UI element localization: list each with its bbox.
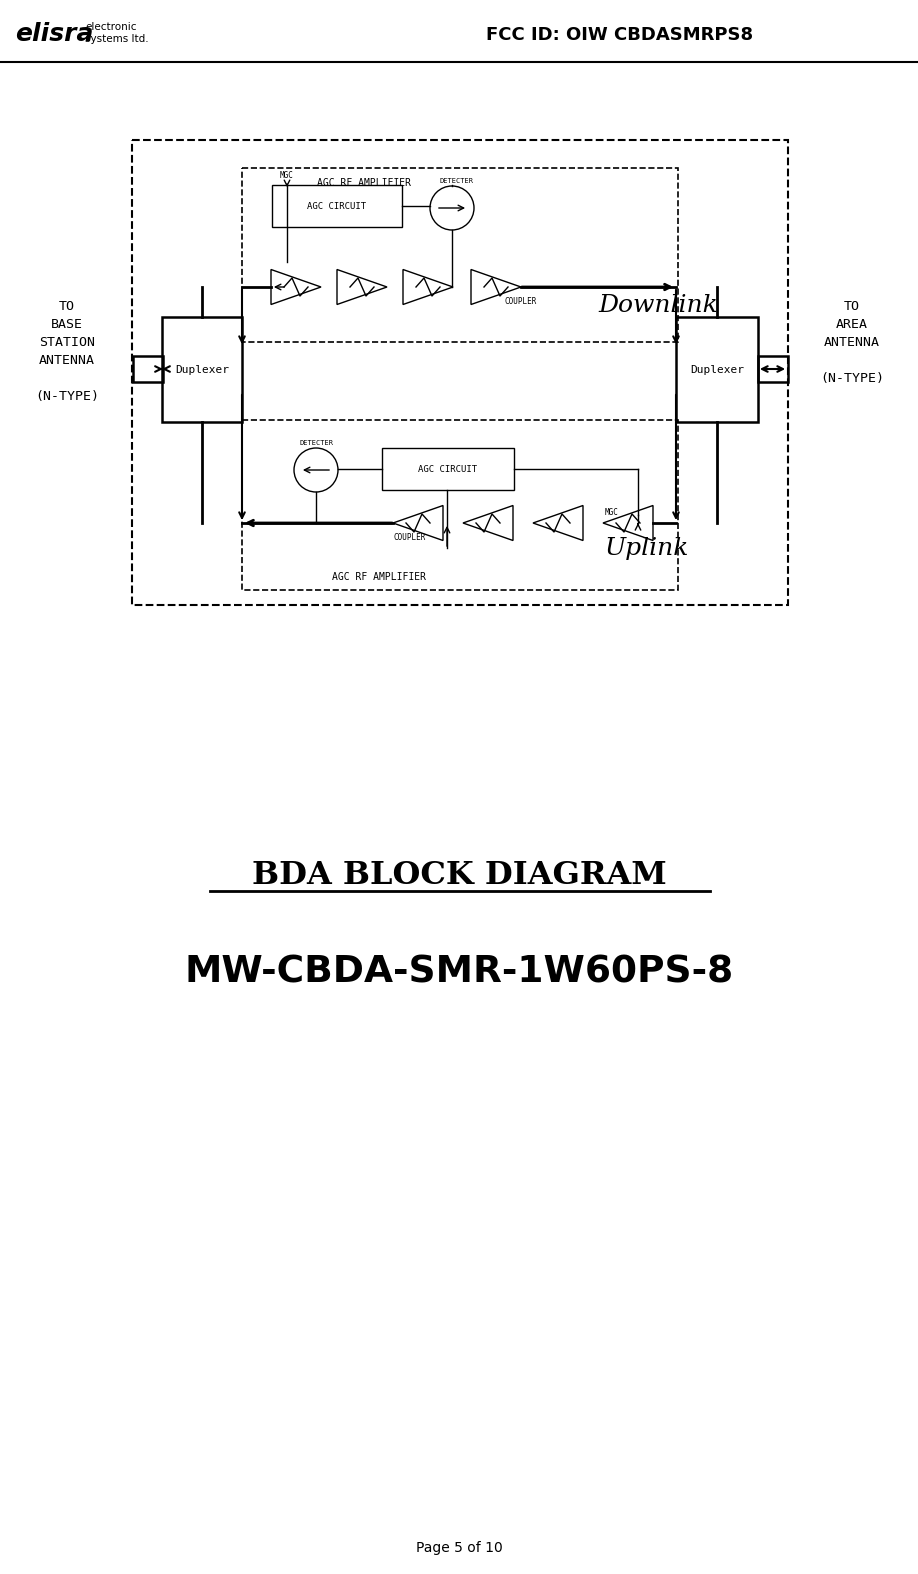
Bar (676, 316, 758, 422)
Text: COUPLER: COUPLER (505, 297, 537, 305)
Text: elisra: elisra (15, 22, 94, 46)
Text: COUPLER: COUPLER (393, 534, 425, 541)
Bar (162, 316, 242, 422)
Text: electronic
systems ltd.: electronic systems ltd. (85, 22, 149, 44)
Text: Uplink: Uplink (605, 537, 689, 559)
Text: MGC: MGC (605, 508, 619, 516)
Bar (382, 449, 514, 490)
Text: ANTENNA: ANTENNA (39, 354, 95, 367)
Text: AGC CIRCUIT: AGC CIRCUIT (419, 464, 477, 474)
Text: MGC: MGC (280, 172, 294, 179)
Text: DETECTER: DETECTER (440, 178, 474, 184)
Text: AGC CIRCUIT: AGC CIRCUIT (308, 201, 366, 211)
Bar (758, 356, 788, 382)
Text: BASE: BASE (51, 318, 83, 331)
Text: FCC ID: OIW CBDASMRPS8: FCC ID: OIW CBDASMRPS8 (487, 27, 754, 44)
Text: (N-TYPE): (N-TYPE) (35, 390, 99, 403)
Text: MW-CBDA-SMR-1W60PS-8: MW-CBDA-SMR-1W60PS-8 (185, 954, 733, 990)
Text: Duplexer: Duplexer (175, 365, 229, 375)
Text: Downlink: Downlink (598, 293, 718, 316)
Text: DETECTER: DETECTER (299, 441, 333, 445)
Text: Page 5 of 10: Page 5 of 10 (416, 1541, 502, 1555)
Text: (N-TYPE): (N-TYPE) (820, 371, 884, 386)
Text: AGC RF AMPLIFIER: AGC RF AMPLIFIER (332, 571, 426, 582)
Text: Duplexer: Duplexer (690, 365, 744, 375)
Text: ANTENNA: ANTENNA (824, 335, 880, 349)
Text: TO: TO (844, 301, 860, 313)
Text: STATION: STATION (39, 335, 95, 349)
Bar (133, 356, 163, 382)
Bar (272, 186, 402, 227)
Text: BDA BLOCK DIAGRAM: BDA BLOCK DIAGRAM (252, 859, 666, 891)
Text: AGC RF AMPLIFIER: AGC RF AMPLIFIER (317, 178, 411, 187)
Text: TO: TO (59, 301, 75, 313)
Text: AREA: AREA (836, 318, 868, 331)
